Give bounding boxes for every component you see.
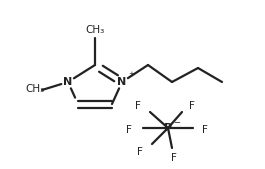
Text: F: F [171, 153, 177, 163]
Text: F: F [189, 101, 195, 111]
Text: P: P [164, 123, 172, 133]
Text: F: F [126, 125, 132, 135]
Text: +: + [128, 71, 134, 77]
Text: N: N [117, 77, 127, 87]
Text: F: F [202, 125, 208, 135]
Text: F: F [137, 147, 143, 157]
Text: −: − [174, 118, 180, 127]
Text: N: N [63, 77, 73, 87]
Text: CH₃: CH₃ [85, 25, 105, 35]
Text: CH₃: CH₃ [25, 84, 45, 94]
Text: F: F [135, 101, 141, 111]
